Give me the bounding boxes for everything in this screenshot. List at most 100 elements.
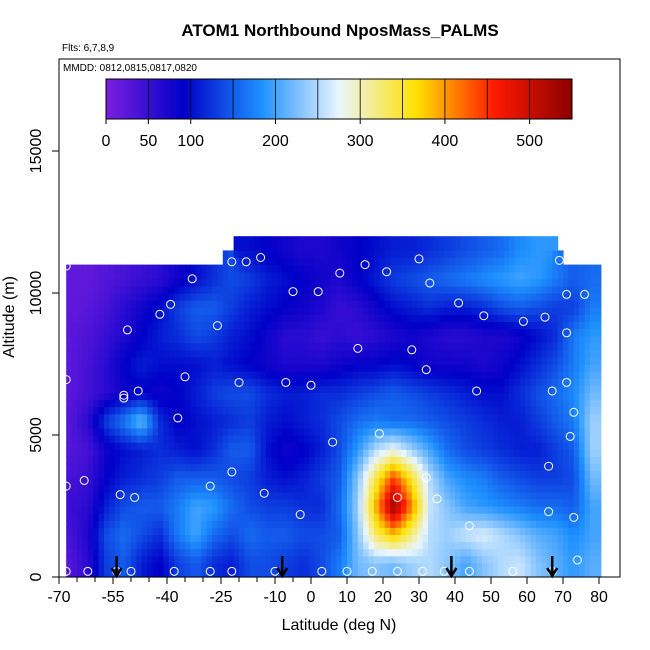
heatmap-cell bbox=[341, 506, 348, 514]
heatmap-cell bbox=[357, 449, 364, 457]
heatmap-cell bbox=[309, 293, 316, 301]
heatmap-cell bbox=[217, 335, 224, 344]
heatmap-cell bbox=[514, 356, 521, 365]
heatmap-cell bbox=[584, 520, 591, 528]
heatmap-cell bbox=[433, 569, 440, 578]
heatmap-cell bbox=[66, 314, 73, 322]
down-arrow bbox=[445, 556, 458, 579]
heatmap-cell bbox=[557, 470, 564, 479]
heatmap-cell bbox=[492, 285, 499, 294]
heatmap-cell bbox=[179, 470, 186, 479]
heatmap-cell bbox=[395, 506, 402, 514]
heatmap-cell bbox=[293, 427, 299, 436]
heatmap-cell bbox=[390, 342, 397, 351]
sample-point bbox=[180, 372, 190, 382]
heatmap-cell bbox=[87, 527, 94, 535]
heatmap-cell bbox=[433, 555, 440, 564]
colorbar-swatch bbox=[417, 79, 420, 119]
heatmap-cell bbox=[492, 278, 499, 287]
heatmap-cell bbox=[509, 342, 515, 351]
heatmap-cell bbox=[114, 456, 121, 464]
heatmap-cell bbox=[433, 442, 440, 450]
heatmap-cell bbox=[303, 463, 310, 472]
heatmap-cell bbox=[438, 321, 445, 330]
heatmap-cell bbox=[347, 328, 353, 337]
heatmap-cell bbox=[476, 456, 483, 464]
heatmap-cell bbox=[87, 548, 94, 557]
heatmap-cell bbox=[363, 470, 370, 479]
heatmap-cell bbox=[541, 527, 548, 535]
heatmap-cell bbox=[87, 300, 94, 308]
heatmap-cell bbox=[336, 378, 343, 386]
heatmap-cell bbox=[309, 506, 316, 514]
heatmap-cell bbox=[120, 356, 127, 365]
heatmap-cell bbox=[579, 456, 586, 464]
heatmap-cell bbox=[222, 520, 229, 528]
heatmap-cell bbox=[82, 555, 89, 564]
heatmap-cell bbox=[384, 456, 391, 464]
colorbar-swatch bbox=[131, 79, 135, 119]
heatmap-cell bbox=[401, 371, 407, 379]
heatmap-cell bbox=[519, 385, 526, 393]
heatmap-cell bbox=[341, 470, 348, 479]
heatmap-cell bbox=[541, 307, 548, 315]
heatmap-cell bbox=[303, 285, 310, 294]
heatmap-cell bbox=[212, 271, 218, 280]
heatmap-cell bbox=[476, 321, 483, 330]
colorbar-swatch bbox=[283, 79, 287, 119]
heatmap-cell bbox=[276, 484, 283, 493]
heatmap-cell bbox=[158, 321, 164, 330]
colorbar-swatch bbox=[218, 79, 221, 119]
heatmap-cell bbox=[336, 562, 343, 571]
heatmap-cell bbox=[546, 435, 553, 443]
heatmap-cell bbox=[476, 257, 483, 266]
heatmap-cell bbox=[395, 243, 402, 251]
heatmap-cell bbox=[244, 285, 251, 294]
heatmap-cell bbox=[552, 356, 559, 365]
heatmap-cell bbox=[158, 335, 164, 344]
heatmap-cell bbox=[438, 307, 445, 315]
heatmap-cell bbox=[363, 413, 370, 422]
heatmap-cell bbox=[82, 364, 89, 372]
heatmap-cell bbox=[152, 555, 159, 564]
heatmap-cell bbox=[266, 484, 272, 493]
heatmap-cell bbox=[471, 356, 478, 365]
heatmap-cell bbox=[147, 548, 154, 557]
heatmap-cell bbox=[298, 392, 305, 401]
heatmap-cell bbox=[314, 513, 321, 521]
heatmap-cell bbox=[152, 442, 159, 450]
heatmap-cell bbox=[179, 342, 186, 351]
heatmap-cell bbox=[271, 285, 278, 294]
heatmap-cell bbox=[514, 364, 521, 372]
heatmap-cell bbox=[222, 463, 229, 472]
heatmap-cell bbox=[492, 243, 499, 251]
heatmap-cell bbox=[530, 477, 537, 486]
heatmap-cell bbox=[368, 520, 375, 528]
heatmap-cell bbox=[282, 420, 289, 429]
heatmap-cell bbox=[455, 413, 461, 422]
heatmap-cell bbox=[546, 442, 553, 450]
heatmap-cell bbox=[563, 371, 569, 379]
heatmap-cell bbox=[282, 349, 289, 358]
sample-point bbox=[562, 289, 572, 299]
heatmap-cell bbox=[363, 520, 370, 528]
heatmap-cell bbox=[492, 250, 499, 259]
heatmap-cell bbox=[66, 278, 73, 287]
heatmap-cell bbox=[341, 520, 348, 528]
heatmap-cell bbox=[206, 364, 213, 372]
heatmap-cell bbox=[325, 236, 332, 244]
heatmap-cell bbox=[287, 427, 294, 436]
heatmap-cell bbox=[314, 527, 321, 535]
heatmap-cell bbox=[449, 328, 456, 337]
heatmap-cell bbox=[498, 278, 505, 287]
heatmap-cell bbox=[595, 449, 602, 457]
heatmap-cell bbox=[552, 484, 559, 493]
heatmap-cell bbox=[590, 385, 596, 393]
heatmap-cell bbox=[347, 356, 353, 365]
heatmap-cell bbox=[471, 314, 478, 322]
heatmap-cell bbox=[487, 257, 494, 266]
sample-point bbox=[241, 257, 251, 267]
colorbar-swatch bbox=[296, 79, 300, 119]
heatmap-cell bbox=[185, 392, 191, 401]
heatmap-cell bbox=[514, 477, 521, 486]
